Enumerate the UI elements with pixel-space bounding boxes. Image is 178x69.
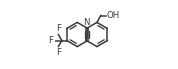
Text: F: F bbox=[56, 48, 61, 57]
Text: F: F bbox=[48, 36, 53, 45]
Text: OH: OH bbox=[106, 11, 120, 20]
Text: N: N bbox=[83, 18, 89, 27]
Text: F: F bbox=[56, 24, 61, 33]
